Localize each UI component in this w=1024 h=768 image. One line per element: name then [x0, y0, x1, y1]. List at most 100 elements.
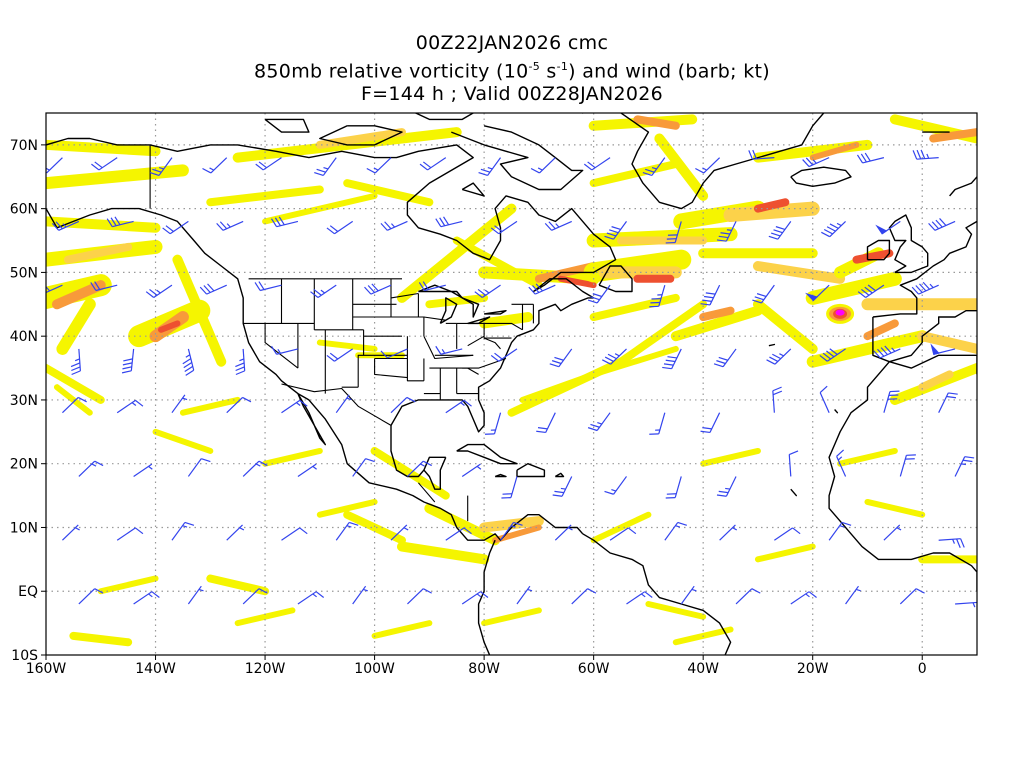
- barb-flag: [480, 168, 491, 173]
- barb-flag: [718, 490, 729, 494]
- barb-flag: [151, 591, 160, 598]
- barb-flag: [71, 370, 81, 376]
- barb-flag: [587, 588, 597, 594]
- state-boundary: [423, 335, 474, 360]
- barb-flag: [911, 286, 920, 295]
- barb-half-flag: [839, 525, 845, 528]
- vorticity-band: [316, 339, 378, 352]
- barb-flag: [939, 218, 947, 226]
- barb-shaft: [664, 522, 679, 541]
- state-boundary: [462, 367, 479, 375]
- wind-barb: [587, 284, 611, 304]
- barb-half-flag: [91, 463, 97, 467]
- barb-half-flag: [484, 289, 490, 294]
- barb-flag: [751, 588, 761, 594]
- vorticity-band: [805, 271, 902, 305]
- wind-barb: [912, 149, 939, 160]
- wind-barbs: [46, 149, 977, 608]
- wind-barb: [90, 281, 118, 292]
- wind-barb: [435, 216, 463, 228]
- vorticity-band: [557, 275, 597, 289]
- wind-barb: [680, 585, 697, 605]
- wind-barb: [536, 412, 556, 434]
- vorticity-band: [645, 600, 707, 620]
- barb-flag: [667, 356, 677, 359]
- wind-barb: [326, 220, 354, 235]
- barb-half-flag: [75, 527, 80, 531]
- barb-half-flag: [403, 527, 409, 531]
- wind-barb: [366, 157, 392, 174]
- wind-barb: [911, 281, 939, 295]
- vorticity-band: [158, 320, 181, 333]
- title-line-date: 00Z22JAN2026 cmc: [415, 32, 609, 54]
- wind-barb: [149, 157, 173, 177]
- barb-flag: [422, 161, 432, 169]
- wind-barb: [187, 458, 211, 477]
- barb-flag: [752, 299, 762, 304]
- lat-tick-label: 50N: [10, 265, 38, 281]
- barb-half-flag: [805, 593, 810, 598]
- barb-flag: [702, 427, 712, 430]
- barb-half-flag: [209, 167, 215, 171]
- barb-half-flag: [182, 525, 188, 528]
- barb-flag: [829, 348, 838, 355]
- barb-half-flag: [732, 527, 738, 531]
- barb-half-flag: [614, 353, 620, 357]
- barb-shaft: [281, 399, 301, 414]
- title-exponent-2: -1: [556, 60, 569, 73]
- coastline-segment: [46, 207, 584, 541]
- barb-flag: [601, 359, 611, 365]
- barb-half-flag: [148, 593, 153, 598]
- coastline-segment: [414, 113, 475, 121]
- wind-barb: [501, 476, 518, 499]
- barb-flag: [592, 293, 603, 298]
- barb-flag: [46, 171, 47, 174]
- wind-barb: [649, 284, 666, 308]
- wind-barb: [735, 588, 761, 605]
- barb-half-flag: [675, 525, 681, 528]
- barb-half-flag: [320, 289, 326, 294]
- barb-shaft: [427, 157, 447, 171]
- wind-barb: [544, 220, 572, 231]
- state-boundary: [390, 292, 419, 299]
- vorticity-band: [699, 306, 735, 322]
- coastline-segment: [439, 297, 458, 325]
- barb-shaft: [828, 522, 843, 541]
- country-border: [281, 383, 392, 426]
- barb-shaft: [516, 585, 531, 605]
- barb-flag: [480, 591, 489, 598]
- barb-half-flag: [487, 166, 493, 170]
- wind-barb: [748, 149, 775, 160]
- barb-flag: [70, 362, 81, 368]
- barb-flag: [695, 167, 705, 174]
- barb-shaft: [78, 460, 96, 477]
- barb-flag: [665, 359, 676, 363]
- barb-flag: [948, 392, 958, 395]
- barb-shaft: [899, 455, 907, 477]
- barb-half-flag: [891, 347, 896, 352]
- wind-barb: [474, 284, 501, 298]
- barb-flag: [604, 356, 614, 362]
- coastline-segment: [46, 137, 617, 433]
- barb-flag: [716, 360, 726, 365]
- barb-flag: [964, 456, 975, 459]
- barb-flag: [71, 366, 81, 372]
- barb-flag: [165, 225, 174, 232]
- wind-barb: [62, 524, 80, 541]
- barb-half-flag: [312, 593, 317, 598]
- barb-shaft: [242, 460, 260, 477]
- barb-shaft: [674, 476, 682, 498]
- barb-flag: [315, 591, 325, 598]
- barb-flag: [121, 370, 132, 374]
- barb-shaft: [46, 284, 63, 294]
- barb-flag: [880, 347, 888, 356]
- wind-barb: [297, 463, 317, 477]
- vorticity-band: [864, 498, 926, 518]
- barb-flag: [384, 221, 392, 230]
- barb-flag: [821, 231, 831, 238]
- barb-flag: [554, 490, 564, 494]
- barb-flag: [474, 291, 483, 298]
- barb-flag: [494, 225, 503, 232]
- barb-flag: [329, 352, 339, 360]
